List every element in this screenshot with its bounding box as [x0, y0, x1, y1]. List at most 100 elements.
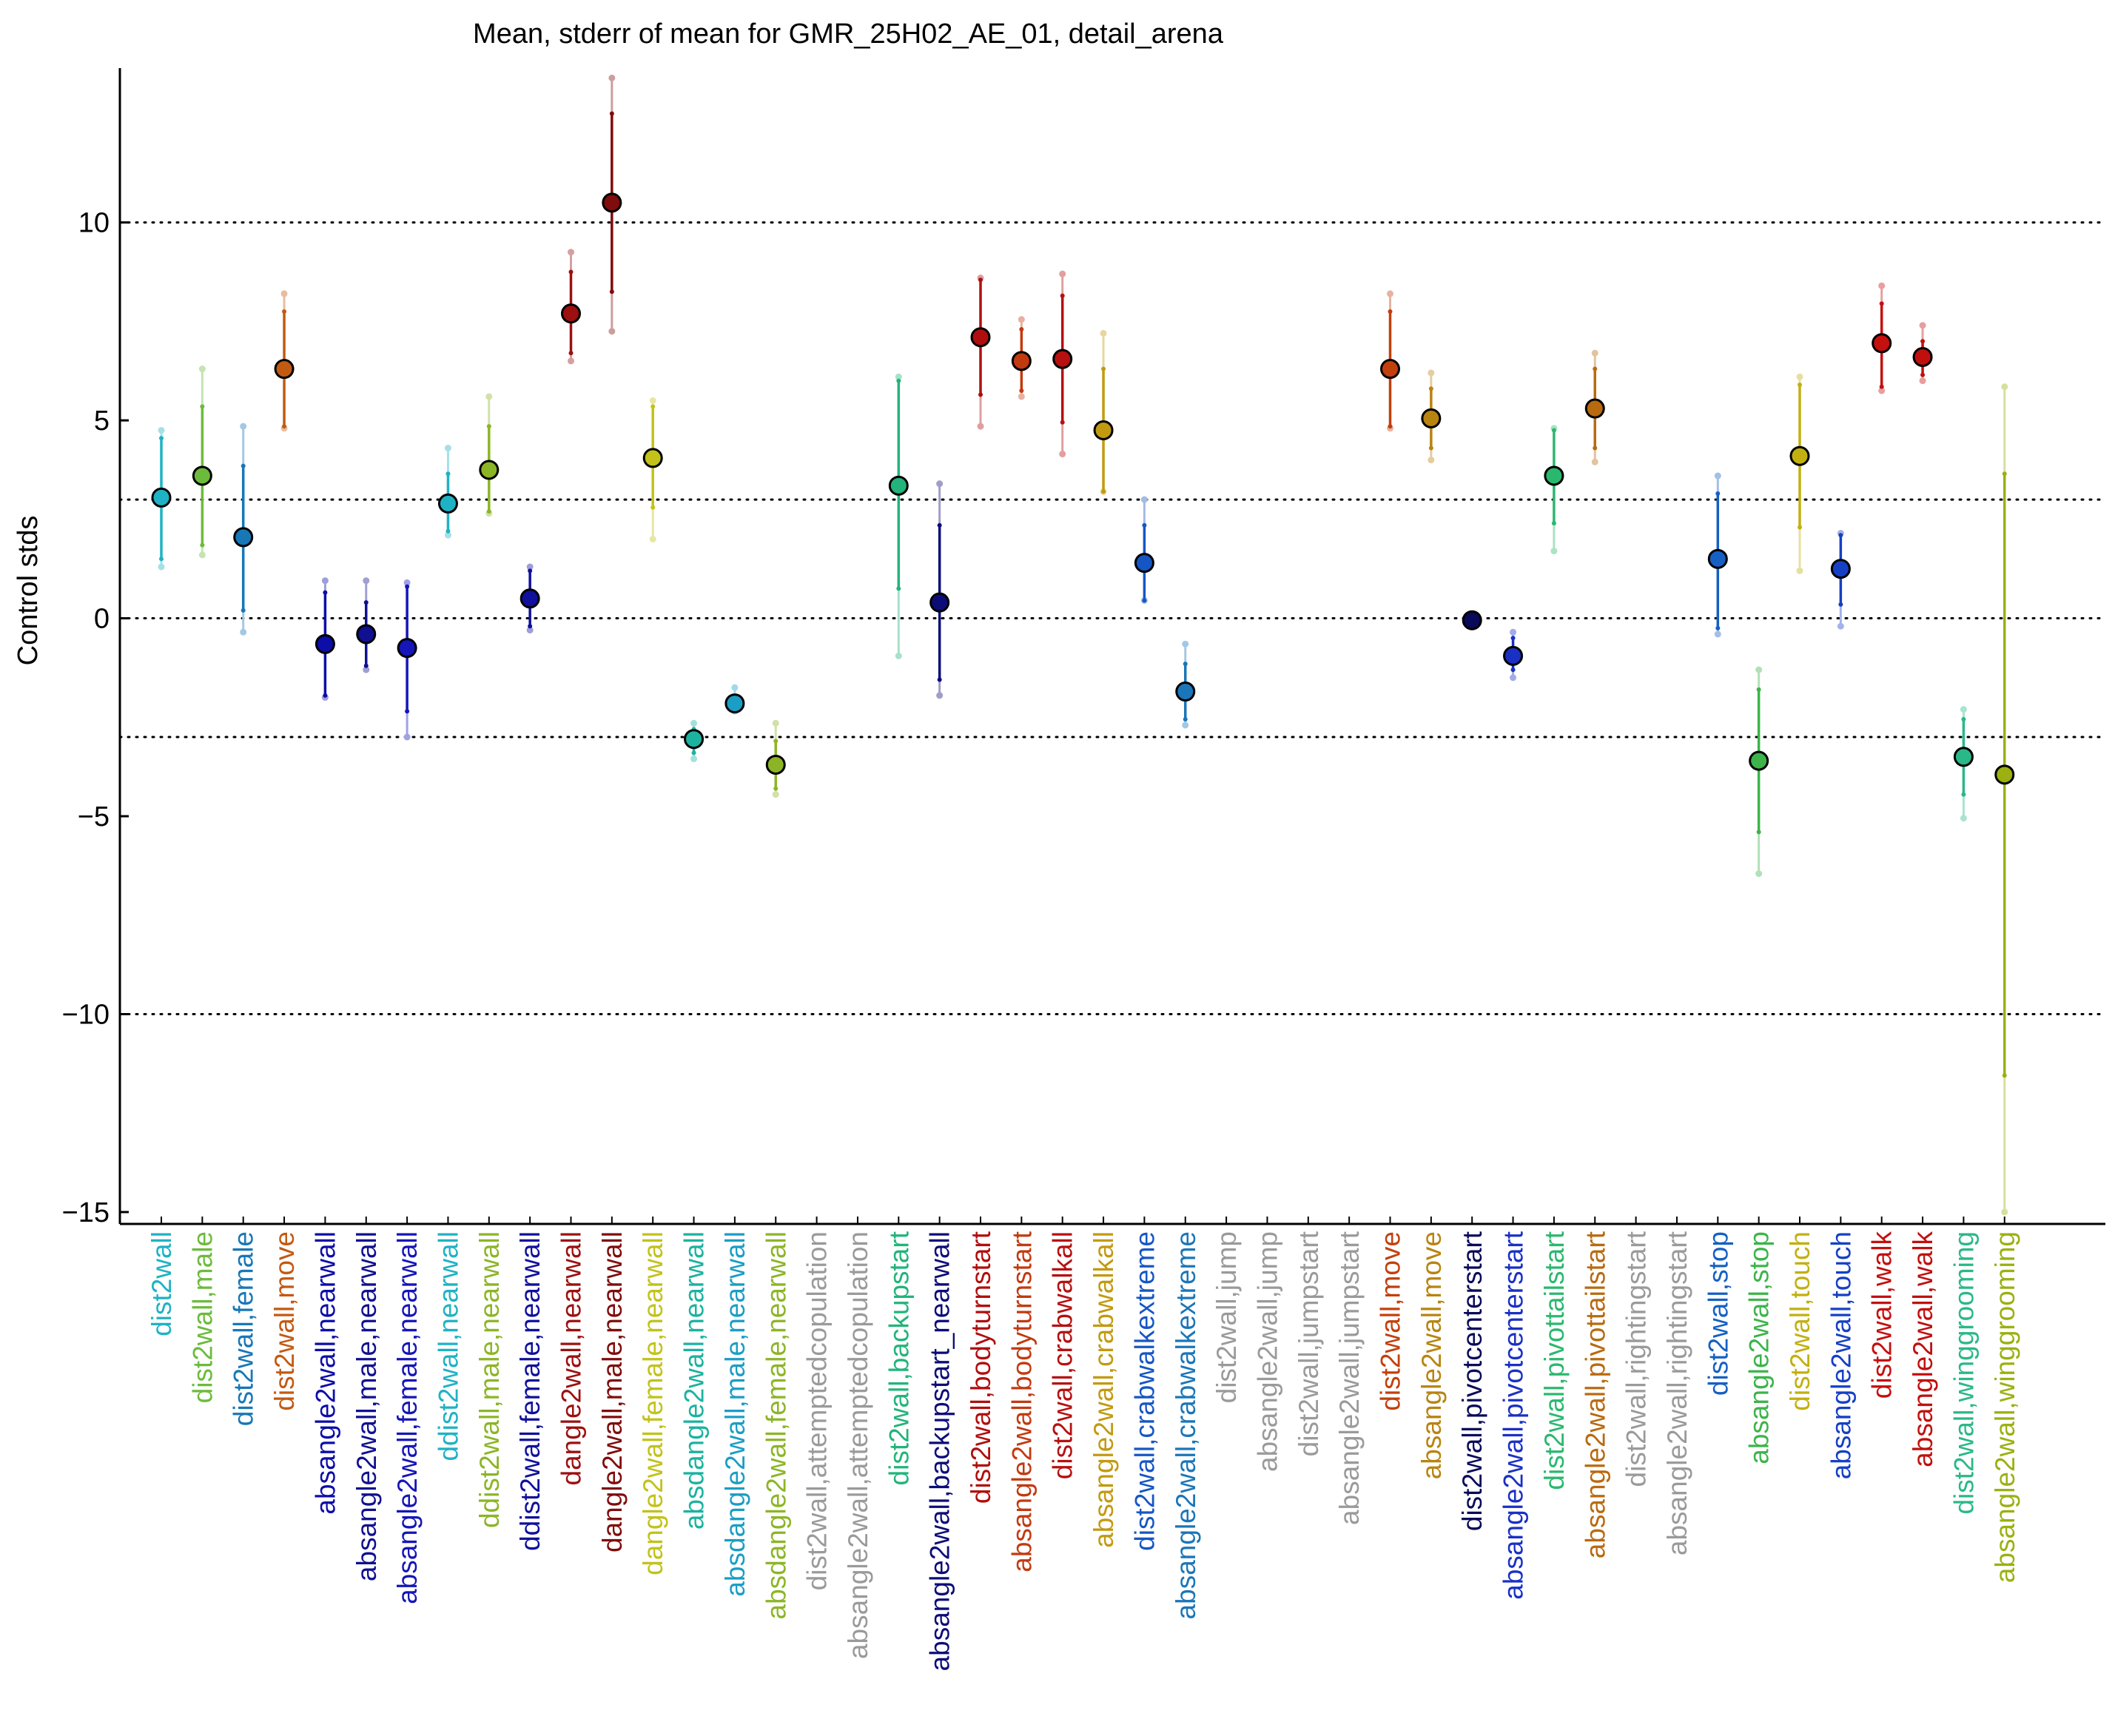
stderr-cap [1879, 384, 1884, 389]
stderr-cap [1510, 636, 1516, 641]
chart-title: Mean, stderr of mean for GMR_25H02_AE_01… [473, 18, 1224, 50]
x-tick-label: dist2wall,jumpstart [1294, 1231, 1324, 1456]
stderr-cap [2002, 471, 2007, 477]
outer-cap [240, 423, 247, 430]
stderr-cap [1142, 522, 1147, 528]
stderr-cap [1593, 445, 1598, 451]
mean-marker [356, 624, 377, 645]
x-tick-label: absangle2wall,pivottailstart [1580, 1231, 1610, 1558]
stderr-cap [445, 471, 451, 477]
outer-cap [1428, 457, 1435, 464]
outer-cap [485, 393, 493, 400]
outer-cap [363, 577, 370, 585]
x-tick-label: absangle2wall,jump [1252, 1231, 1282, 1472]
stderr-cap [978, 277, 983, 283]
outer-cap [1960, 815, 1967, 822]
x-tick-label: ddist2wall,female,nearwall [515, 1231, 545, 1551]
stderr-cap [1019, 327, 1024, 332]
mean-marker [233, 527, 254, 548]
outer-cap [936, 480, 944, 488]
x-tick-label: dist2wall,attemptedcopulation [802, 1231, 833, 1590]
stderr-cap [1060, 293, 1065, 298]
outer-cap [1018, 393, 1025, 400]
error-bars [158, 74, 2008, 1216]
x-tick-label: dist2wall,female [229, 1231, 259, 1426]
mean-marker [602, 192, 622, 213]
stderr-cap [1510, 667, 1516, 673]
stderr-cap [1142, 598, 1147, 603]
stderr-cap [200, 404, 205, 409]
stderr-cap [363, 600, 369, 605]
stderr-cap [445, 528, 451, 534]
stderr-cap [363, 663, 369, 668]
stderr-cap [1920, 372, 1926, 377]
outer-cap [403, 579, 411, 586]
x-tick-label: dangle2wall,male,nearwall [597, 1231, 628, 1552]
outer-cap [1140, 496, 1148, 503]
mean-marker [192, 465, 212, 486]
stderr-cap [978, 392, 983, 397]
stderr-cap [1183, 716, 1188, 721]
outer-cap [690, 719, 698, 727]
outer-cap [608, 74, 616, 81]
outer-cap [240, 628, 247, 636]
y-tick-label: −10 [62, 999, 110, 1030]
outer-cap [977, 423, 984, 430]
outer-cap [1755, 666, 1763, 673]
outer-cap [649, 397, 656, 404]
mean-marker [1789, 445, 1810, 466]
mean-marker [765, 754, 786, 775]
stderr-cap [1183, 662, 1188, 667]
x-tick-label: dist2wall,rightingstart [1621, 1231, 1652, 1487]
mean-marker [479, 460, 500, 480]
x-tick-label: dist2wall,walk [1867, 1231, 1897, 1399]
outer-cap [526, 627, 534, 634]
mean-marker [274, 359, 295, 380]
x-axis-labels: dist2wall dist2wall,male dist2wall,female d… [147, 1217, 2020, 1671]
x-tick-label: dist2wall,crabwalkextreme [1129, 1231, 1160, 1551]
mean-marker [1872, 333, 1892, 354]
x-tick-label: absangle2wall,backupstart_nearwall [925, 1231, 955, 1671]
outer-cap [1591, 349, 1598, 357]
stderr-cap [323, 693, 328, 698]
outer-cap [1878, 282, 1886, 289]
x-tick-label: dist2wall,crabwalkall [1048, 1231, 1078, 1479]
mean-marker [1052, 349, 1073, 369]
outer-cap [1919, 377, 1926, 385]
outer-cap [1387, 290, 1393, 297]
mean-marker [1093, 420, 1114, 440]
stderr-cap [200, 542, 205, 548]
outer-cap [895, 373, 902, 380]
outer-cap [1059, 270, 1066, 277]
outer-cap [1018, 316, 1025, 323]
x-tick-label: absangle2wall,female,nearwall [392, 1231, 423, 1604]
x-tick-label: dist2wall,move [1376, 1231, 1406, 1411]
x-tick-label: dist2wall,touch [1785, 1231, 1815, 1411]
mean-marker [437, 493, 458, 514]
stderr-cap [896, 586, 901, 591]
mean-marker [1011, 351, 1032, 371]
mean-marker [1707, 548, 1728, 569]
outer-cap [649, 536, 656, 543]
stderr-cap [282, 309, 287, 314]
stderr-cap [650, 505, 656, 510]
stderr-cap [609, 289, 614, 295]
outer-cap [731, 684, 739, 691]
stderr-cap [773, 739, 779, 744]
y-axis-ticks: −15 −10 −5 0 5 10 [62, 208, 129, 1228]
x-tick-label: dist2wall,move [269, 1231, 300, 1411]
x-tick-label: absangle2wall,rightingstart [1662, 1231, 1692, 1555]
outer-cap [1714, 630, 1721, 638]
outer-cap [1510, 674, 1517, 682]
x-tick-label: dist2wall,stop [1703, 1231, 1733, 1396]
outer-cap [1591, 458, 1598, 465]
stderr-cap [159, 436, 164, 441]
x-tick-label: absangle2wall,crabwalkextreme [1171, 1231, 1201, 1619]
x-tick-label: dist2wall [147, 1231, 177, 1336]
outer-cap [772, 719, 779, 727]
outer-cap [1059, 451, 1066, 458]
stderr-cap [1838, 533, 1843, 538]
outer-cap [1182, 640, 1189, 647]
mean-marker [1503, 645, 1524, 666]
outer-cap [690, 755, 698, 762]
